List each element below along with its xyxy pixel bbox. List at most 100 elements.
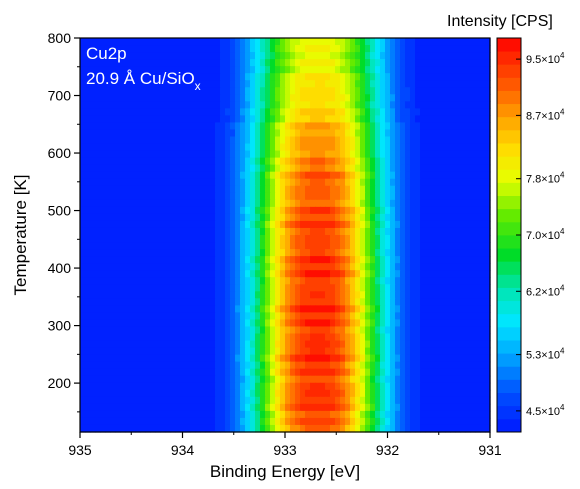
heatmap-cell	[370, 108, 376, 116]
heatmap-cell	[390, 220, 396, 229]
heatmap-cell	[325, 284, 331, 292]
heatmap-cell	[150, 326, 156, 335]
heatmap-cell	[240, 171, 246, 180]
heatmap-cell	[390, 150, 396, 159]
heatmap-cell	[485, 326, 491, 335]
heatmap-cell	[415, 178, 421, 187]
heatmap-cell	[115, 410, 121, 419]
heatmap-cell	[445, 368, 451, 377]
heatmap-cell	[100, 424, 106, 433]
heatmap-cell	[320, 326, 326, 335]
heatmap-cell	[365, 403, 371, 412]
heatmap-cell	[125, 122, 131, 131]
heatmap-cell	[260, 270, 266, 278]
heatmap-cell	[475, 227, 481, 236]
heatmap-cell	[350, 227, 356, 236]
heatmap-cell	[160, 66, 166, 74]
heatmap-cell	[435, 73, 441, 81]
heatmap-cell	[370, 164, 376, 173]
heatmap-cell	[130, 143, 136, 152]
heatmap-cell	[275, 178, 281, 187]
heatmap-cell	[165, 340, 171, 349]
heatmap-cell	[360, 389, 366, 398]
heatmap-cell	[155, 375, 161, 384]
heatmap-cell	[385, 403, 391, 412]
heatmap-cell	[350, 80, 356, 88]
heatmap-cell	[250, 199, 256, 208]
heatmap-cell	[310, 122, 316, 131]
heatmap-cell	[280, 122, 286, 131]
heatmap-cell	[215, 59, 221, 67]
heatmap-cell	[350, 319, 356, 328]
heatmap-cell	[455, 403, 461, 412]
heatmap-cell	[120, 298, 126, 306]
heatmap-cell	[320, 403, 326, 412]
heatmap-cell	[120, 417, 126, 426]
heatmap-cell	[430, 361, 436, 370]
heatmap-cell	[330, 333, 336, 342]
heatmap-cell	[330, 424, 336, 433]
heatmap-cell	[285, 312, 291, 321]
heatmap-cell	[275, 164, 281, 173]
heatmap-cell	[395, 108, 401, 116]
heatmap-cell	[310, 368, 316, 377]
heatmap-cell	[365, 410, 371, 419]
heatmap-cell	[90, 171, 96, 180]
heatmap-cell	[250, 403, 256, 412]
heatmap-cell	[185, 115, 191, 124]
heatmap-cell	[130, 235, 136, 243]
heatmap-cell	[80, 80, 86, 88]
heatmap-cell	[170, 52, 176, 60]
heatmap-cell	[140, 403, 146, 412]
heatmap-cell	[225, 375, 231, 384]
heatmap-cell	[335, 375, 341, 384]
heatmap-cell	[470, 220, 476, 229]
heatmap-cell	[345, 403, 351, 412]
heatmap-cell	[275, 136, 281, 145]
heatmap-cell	[340, 178, 346, 187]
heatmap-cell	[435, 249, 441, 257]
heatmap-cell	[355, 129, 361, 138]
heatmap-cell	[400, 45, 406, 53]
heatmap-cell	[300, 206, 306, 215]
heatmap-cell	[90, 417, 96, 426]
heatmap-cell	[445, 410, 451, 419]
heatmap-cell	[330, 403, 336, 412]
heatmap-cell	[150, 249, 156, 257]
heatmap-cell	[265, 305, 271, 313]
heatmap-cell	[395, 333, 401, 342]
heatmap-cell	[345, 38, 351, 46]
heatmap-cell	[385, 115, 391, 124]
heatmap-cell	[370, 312, 376, 321]
heatmap-cell	[120, 115, 126, 124]
heatmap-cell	[305, 115, 311, 124]
heatmap-cell	[110, 242, 116, 250]
heatmap-cell	[325, 115, 331, 124]
heatmap-cell	[285, 150, 291, 159]
colorbar-level	[497, 235, 521, 249]
heatmap-cell	[385, 150, 391, 159]
heatmap-cell	[200, 424, 206, 433]
heatmap-cell	[310, 298, 316, 306]
heatmap-cell	[335, 354, 341, 363]
heatmap-cell	[220, 235, 226, 243]
heatmap-cell	[450, 298, 456, 306]
heatmap-cell	[240, 277, 246, 285]
heatmap-cell	[380, 73, 386, 81]
heatmap-cell	[255, 220, 261, 229]
heatmap-cell	[445, 94, 451, 102]
heatmap-cell	[230, 136, 236, 145]
heatmap-cell	[465, 403, 471, 412]
heatmap-cell	[230, 80, 236, 88]
heatmap-cell	[140, 185, 146, 194]
heatmap-cell	[460, 235, 466, 243]
heatmap-cell	[365, 249, 371, 257]
heatmap-cell	[485, 206, 491, 215]
heatmap-cell	[195, 410, 201, 419]
heatmap-cell	[170, 242, 176, 250]
heatmap-cell	[290, 326, 296, 335]
heatmap-cell	[260, 347, 266, 356]
heatmap-cell	[180, 270, 186, 278]
heatmap-cell	[175, 354, 181, 363]
heatmap-cell	[370, 227, 376, 236]
